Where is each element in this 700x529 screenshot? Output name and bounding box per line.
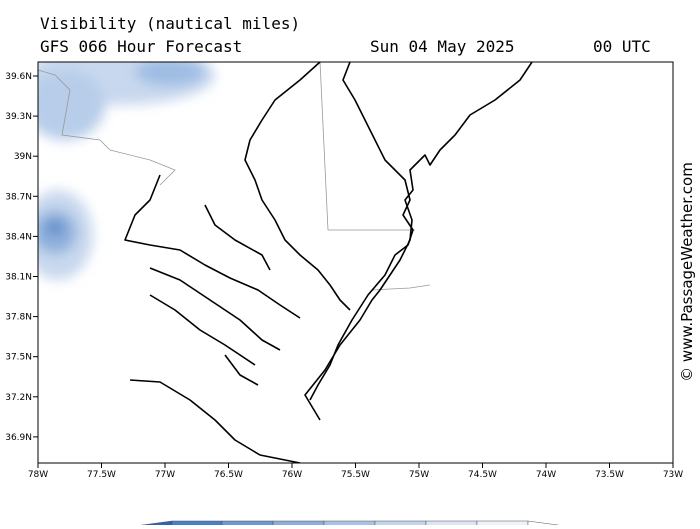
lon-label: 73W	[663, 470, 683, 480]
coastline-rivers	[129, 267, 301, 463]
colorbar-bin	[171, 520, 223, 529]
colorbar-bin	[425, 520, 478, 529]
lat-label: 36.9N	[5, 433, 32, 443]
lon-label: 78W	[28, 470, 48, 480]
lat-label: 39N	[14, 152, 32, 162]
coastline-bay-east	[244, 62, 351, 311]
colorbar-bin	[221, 520, 274, 529]
colorbar-low	[119, 520, 173, 529]
visibility-shading	[38, 62, 215, 280]
lat-label: 38.4N	[5, 232, 32, 242]
forecast-time: 00 UTC	[593, 37, 651, 56]
colorbar-bin	[476, 520, 529, 529]
lat-label: 38.1N	[5, 273, 32, 283]
lat-label: 38.7N	[5, 192, 32, 202]
watermark: © www.PassageWeather.com	[678, 162, 696, 382]
lon-label: 76W	[282, 470, 302, 480]
lon-label: 77.5W	[87, 470, 116, 480]
state-borders	[38, 62, 431, 291]
subtitle: GFS 066 Hour Forecast	[40, 37, 242, 56]
colorbar-bin	[272, 520, 325, 529]
coastline-atlantic	[304, 62, 533, 421]
lat-label: 39.6N	[5, 72, 32, 82]
lon-label: 74.5W	[468, 470, 497, 480]
colorbar-bin	[323, 520, 376, 529]
lat-label: 39.3N	[5, 112, 32, 122]
coastline-tributaries	[149, 204, 271, 386]
title: Visibility (nautical miles)	[40, 14, 300, 33]
colorbar	[119, 520, 581, 529]
lat-label: 37.5N	[5, 353, 32, 363]
colorbar-bin	[374, 520, 427, 529]
lon-label: 76.5W	[214, 470, 243, 480]
map-frame	[37, 61, 674, 464]
axes: 39.6N 39.3N 39N 38.7N 38.4N 38.1N 37.8N 37.5N 37…	[5, 72, 683, 480]
lon-label: 77W	[155, 470, 175, 480]
forecast-date: Sun 04 May 2025	[370, 37, 515, 56]
colorbar-high	[527, 520, 581, 529]
lon-label: 75W	[409, 470, 429, 480]
lon-label: 75.5W	[341, 470, 370, 480]
map-area	[38, 62, 533, 463]
lon-label: 74W	[536, 470, 556, 480]
lat-label: 37.2N	[5, 393, 32, 403]
lat-label: 37.8N	[5, 313, 32, 323]
coastline-delmarva-west	[309, 62, 414, 401]
coastline-potomac	[124, 174, 301, 319]
lon-label: 73.5W	[595, 470, 624, 480]
